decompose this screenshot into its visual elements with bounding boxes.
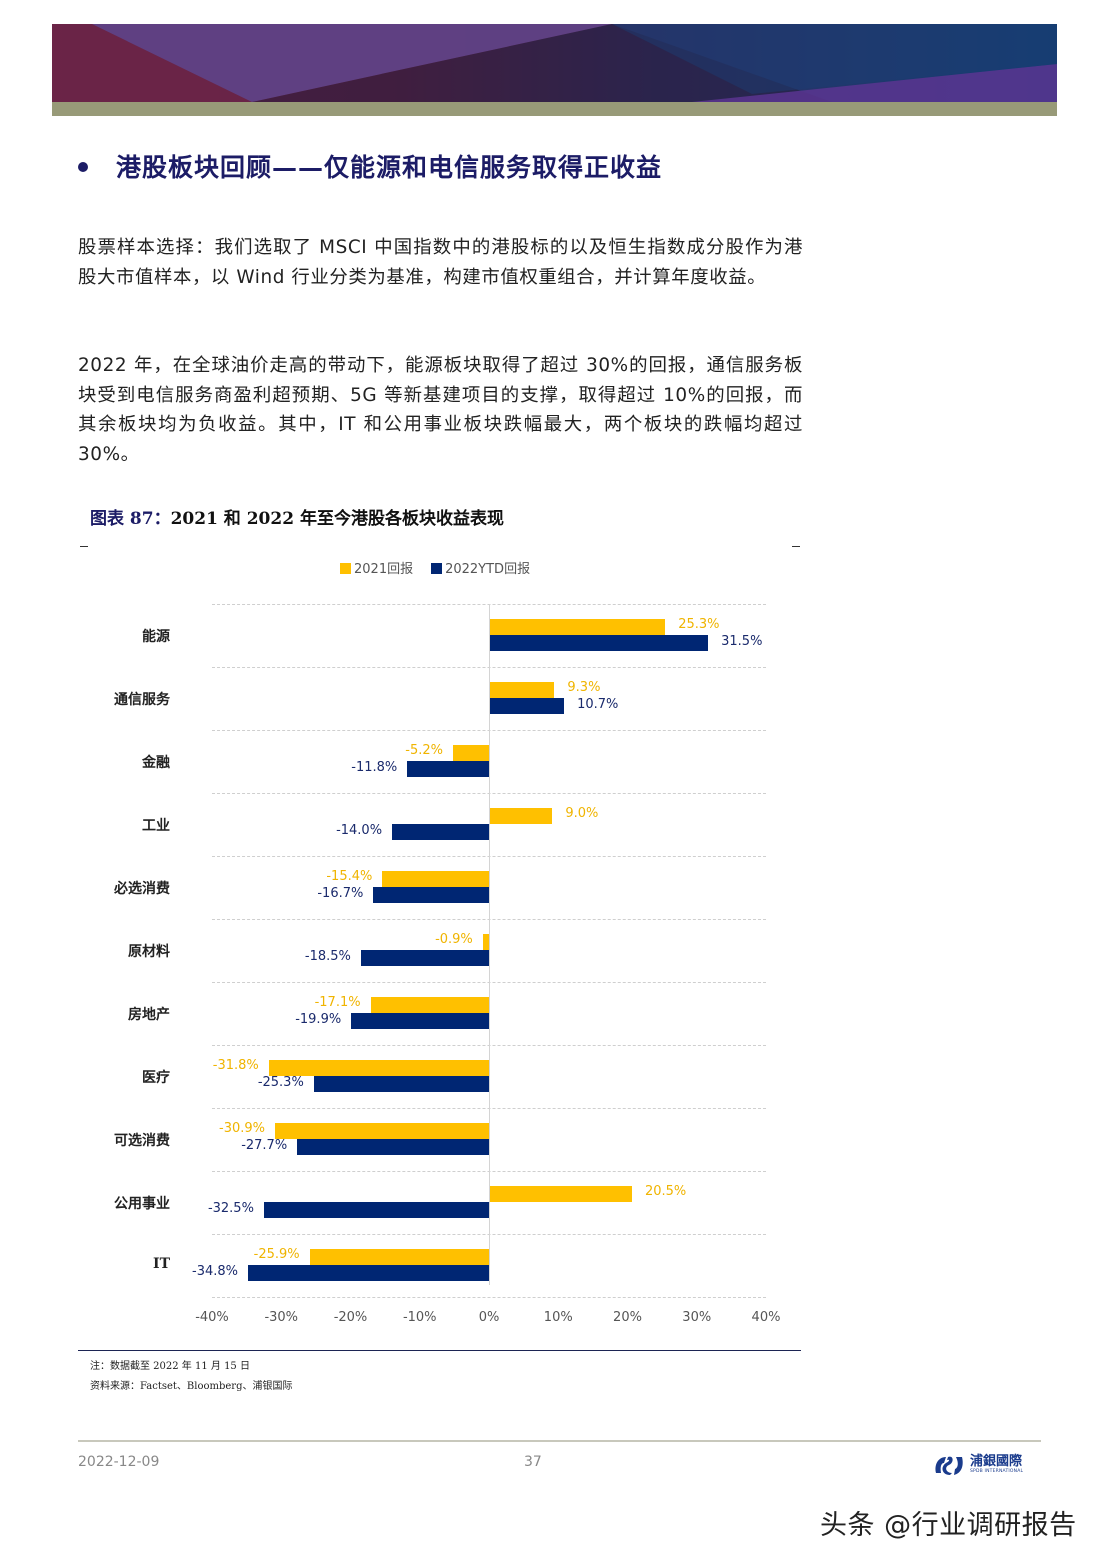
- page-number: 37: [524, 1454, 542, 1470]
- footer-rule: [78, 1440, 1041, 1442]
- header-banner: [52, 24, 1057, 102]
- legend-swatch-2022ytd: [431, 563, 443, 574]
- bar-2021: [309, 1249, 489, 1265]
- section-title: 港股板块回顾——仅能源和电信服务取得正收益: [78, 148, 662, 184]
- data-label-2021: -17.1%: [314, 995, 361, 1010]
- data-label-2022ytd: -32.5%: [207, 1201, 254, 1216]
- bar-2021: [268, 1060, 489, 1076]
- logo-text-cn: 浦銀國際: [970, 1454, 1023, 1470]
- data-label-2022ytd: -11.8%: [351, 760, 398, 775]
- chart-corner-mark-right: [792, 546, 800, 547]
- figure-title-text: 2021 和 2022 年至今港股各板块收益表现: [170, 509, 504, 529]
- banner-graphic: [52, 24, 1057, 102]
- bar-2021: [490, 1186, 632, 1202]
- x-axis-tick-label: 20%: [613, 1310, 642, 1325]
- paragraph-sample-selection: 股票样本选择：我们选取了 MSCI 中国指数中的港股标的以及恒生指数成分股作为港…: [78, 237, 803, 288]
- legend-item-2021: 2021回报: [340, 558, 413, 577]
- gridline: [212, 1297, 766, 1298]
- bar-2021: [275, 1123, 489, 1139]
- category-label: 医疗: [142, 1070, 170, 1086]
- bar-2022ytd: [490, 635, 709, 651]
- x-axis-tick-label: 10%: [543, 1310, 573, 1325]
- data-label-2021: -0.9%: [435, 932, 473, 947]
- bar-2021: [382, 871, 489, 887]
- zero-axis-line: [489, 604, 490, 1285]
- chart-legend: 2021回报 2022YTD回报: [340, 558, 530, 577]
- bar-2022ytd: [248, 1265, 489, 1281]
- data-label-2022ytd: 31.5%: [721, 634, 763, 649]
- watermark: 头条 @行业调研报告: [820, 1510, 1077, 1541]
- x-axis-tick-label: -30%: [264, 1310, 299, 1325]
- data-label-2022ytd: -27.7%: [241, 1138, 288, 1153]
- x-axis-tick-label: -40%: [195, 1310, 229, 1325]
- data-label-2021: -30.9%: [219, 1121, 266, 1136]
- data-label-2022ytd: -18.5%: [304, 949, 351, 964]
- category-label: IT: [153, 1256, 170, 1272]
- data-label-2021: -25.9%: [253, 1247, 300, 1262]
- category-label: 公用事业: [114, 1196, 170, 1212]
- legend-label-2021: 2021回报: [354, 562, 414, 577]
- bar-2022ytd: [392, 824, 489, 840]
- section-title-text: 港股板块回顾——仅能源和电信服务取得正收益: [116, 153, 663, 182]
- x-axis-tick-label: 30%: [682, 1310, 712, 1325]
- category-label: 必选消费: [114, 881, 170, 897]
- data-label-2021: -15.4%: [326, 869, 373, 884]
- figure-source: 资料来源：Factset、Bloomberg、浦银国际: [90, 1381, 293, 1392]
- bar-2021: [482, 934, 489, 950]
- bar-2022ytd: [313, 1076, 489, 1092]
- bar-2021: [490, 682, 555, 698]
- data-label-2022ytd: -34.8%: [192, 1264, 239, 1279]
- data-label-2021: 9.3%: [567, 680, 601, 695]
- bar-2022ytd: [407, 761, 489, 777]
- x-axis-tick-label: 40%: [751, 1310, 781, 1325]
- logo-text-en: SPDB INTERNATIONAL: [970, 1469, 1024, 1475]
- x-axis-tick-label: 0%: [478, 1310, 500, 1325]
- data-label-2022ytd: -19.9%: [295, 1012, 342, 1027]
- category-label: 工业: [142, 818, 170, 834]
- bar-2021: [452, 745, 489, 761]
- data-label-2022ytd: 10.7%: [577, 697, 619, 712]
- data-label-2021: 20.5%: [644, 1184, 687, 1199]
- data-label-2021: -5.2%: [405, 743, 443, 758]
- bar-2022ytd: [490, 698, 565, 714]
- chart-corner-mark-left: [80, 546, 88, 547]
- bar-2022ytd: [297, 1139, 489, 1155]
- category-label: 能源: [142, 629, 170, 645]
- legend-label-2022ytd: 2022YTD回报: [445, 562, 531, 577]
- legend-item-2022ytd: 2022YTD回报: [431, 558, 530, 577]
- data-label-2021: -31.8%: [212, 1058, 259, 1073]
- bullet-icon: [78, 161, 88, 172]
- legend-swatch-2021: [340, 563, 351, 574]
- figure-number: 图表 87：: [90, 509, 171, 529]
- bar-2021: [490, 808, 553, 824]
- paragraph-2022-summary: 2022 年，在全球油价走高的带动下，能源板块取得了超过 30%的回报，通信服务…: [78, 355, 803, 465]
- category-label: 可选消费: [114, 1133, 170, 1149]
- data-label-2022ytd: -14.0%: [336, 823, 383, 838]
- x-axis-tick-label: -10%: [402, 1310, 437, 1325]
- x-axis-tick-label: -20%: [333, 1310, 368, 1325]
- bar-2022ytd: [263, 1202, 489, 1218]
- footer-date: 2022-12-09: [78, 1454, 160, 1470]
- bar-2022ytd: [351, 1013, 489, 1029]
- figure-bottom-rule: [78, 1350, 801, 1351]
- data-label-2021: 9.0%: [565, 806, 599, 821]
- bar-2022ytd: [373, 887, 489, 903]
- company-logo: 浦銀國際 SPDB INTERNATIONAL: [932, 1453, 1023, 1477]
- bar-2021: [370, 997, 489, 1013]
- bar-2022ytd: [360, 950, 489, 966]
- data-label-2021: 25.3%: [678, 617, 720, 632]
- header-stripe: [52, 102, 1057, 116]
- category-label: 通信服务: [114, 692, 170, 708]
- figure-title: 图表 87：2021 和 2022 年至今港股各板块收益表现: [90, 504, 504, 529]
- data-label-2022ytd: -16.7%: [317, 886, 364, 901]
- figure-note: 注：数据截至 2022 年 11 月 15 日: [90, 1361, 250, 1372]
- category-label: 金融: [142, 755, 170, 771]
- spdb-logo-icon: [935, 1456, 963, 1475]
- category-label: 房地产: [128, 1007, 170, 1023]
- bar-2021: [490, 619, 666, 635]
- data-label-2022ytd: -25.3%: [257, 1075, 304, 1090]
- category-label: 原材料: [128, 944, 170, 960]
